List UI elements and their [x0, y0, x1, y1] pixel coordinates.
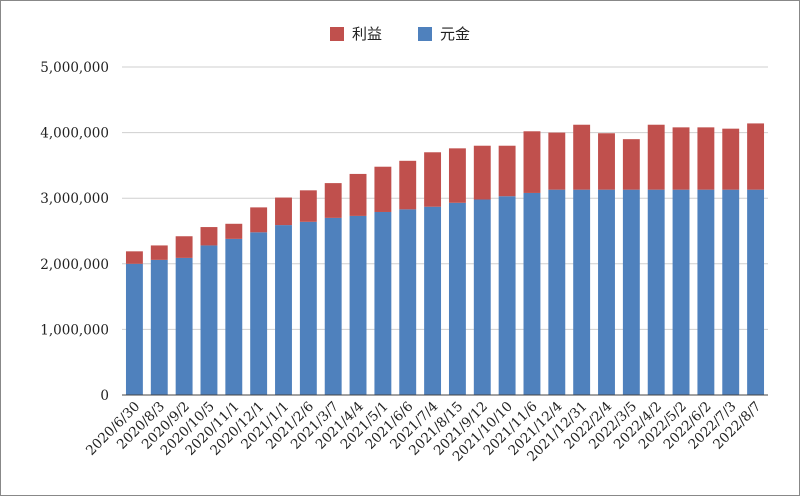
bar-profit — [250, 207, 268, 233]
bar-principal — [672, 189, 690, 395]
bar-principal — [523, 192, 541, 395]
bar-profit — [697, 127, 715, 190]
legend-swatch-profit — [329, 26, 344, 41]
bar-principal — [374, 211, 392, 395]
bar-principal — [473, 199, 491, 395]
bar-principal — [275, 225, 292, 395]
bar-principal — [150, 259, 168, 395]
bar-profit — [473, 145, 491, 200]
bar-profit — [523, 131, 541, 193]
y-tick-label: 5,000,000 — [40, 60, 109, 76]
bar-profit — [200, 227, 218, 246]
bar-profit — [672, 127, 690, 190]
bar-profit — [275, 197, 292, 226]
bar-profit — [573, 124, 591, 190]
bar-profit — [324, 183, 342, 218]
legend-swatch-principal — [418, 26, 432, 41]
bar-principal — [200, 245, 218, 395]
bar-profit — [424, 152, 442, 207]
bar-principal — [722, 189, 740, 395]
chart-legend: 利益 元金 — [1, 23, 799, 44]
y-tick-label: 2,000,000 — [40, 257, 109, 273]
bar-profit — [498, 145, 516, 197]
bar-profit — [548, 132, 566, 190]
bar-profit — [225, 223, 243, 239]
bar-profit — [722, 128, 740, 190]
bar-profit — [747, 123, 765, 190]
bar-principal — [125, 263, 143, 395]
y-tick-label: 0 — [100, 388, 109, 404]
bar-principal — [299, 221, 317, 395]
bar-principal — [250, 232, 268, 395]
bar-principal — [225, 238, 243, 395]
bar-principal — [448, 202, 466, 395]
y-tick-label: 4,000,000 — [40, 126, 109, 142]
bar-profit — [299, 190, 317, 222]
bar-principal — [175, 257, 193, 395]
bar-principal — [349, 215, 367, 395]
bar-profit — [374, 166, 392, 212]
bar-principal — [573, 189, 591, 395]
bar-profit — [622, 139, 640, 190]
bar-principal — [747, 189, 765, 395]
bar-principal — [399, 209, 417, 395]
legend-label-profit: 利益 — [351, 25, 382, 43]
bar-profit — [349, 173, 367, 216]
y-tick-label: 3,000,000 — [40, 191, 109, 207]
bar-profit — [150, 245, 168, 260]
bar-principal — [622, 189, 640, 395]
bar-principal — [647, 189, 665, 395]
bar-profit — [598, 133, 615, 190]
legend-item-principal: 元金 — [418, 23, 470, 44]
bar-principal — [697, 189, 715, 395]
bar-profit — [647, 124, 665, 190]
legend-label-principal: 元金 — [440, 25, 471, 43]
bar-profit — [175, 236, 193, 258]
bar-principal — [424, 206, 442, 395]
bar-profit — [125, 251, 143, 264]
bar-principal — [498, 196, 516, 395]
bar-profit — [399, 160, 417, 210]
bar-profit — [448, 148, 466, 203]
bar-principal — [598, 189, 615, 395]
bar-principal — [548, 189, 566, 395]
bar-principal — [324, 217, 342, 395]
legend-item-profit: 利益 — [329, 23, 382, 44]
y-tick-label: 1,000,000 — [40, 322, 109, 338]
